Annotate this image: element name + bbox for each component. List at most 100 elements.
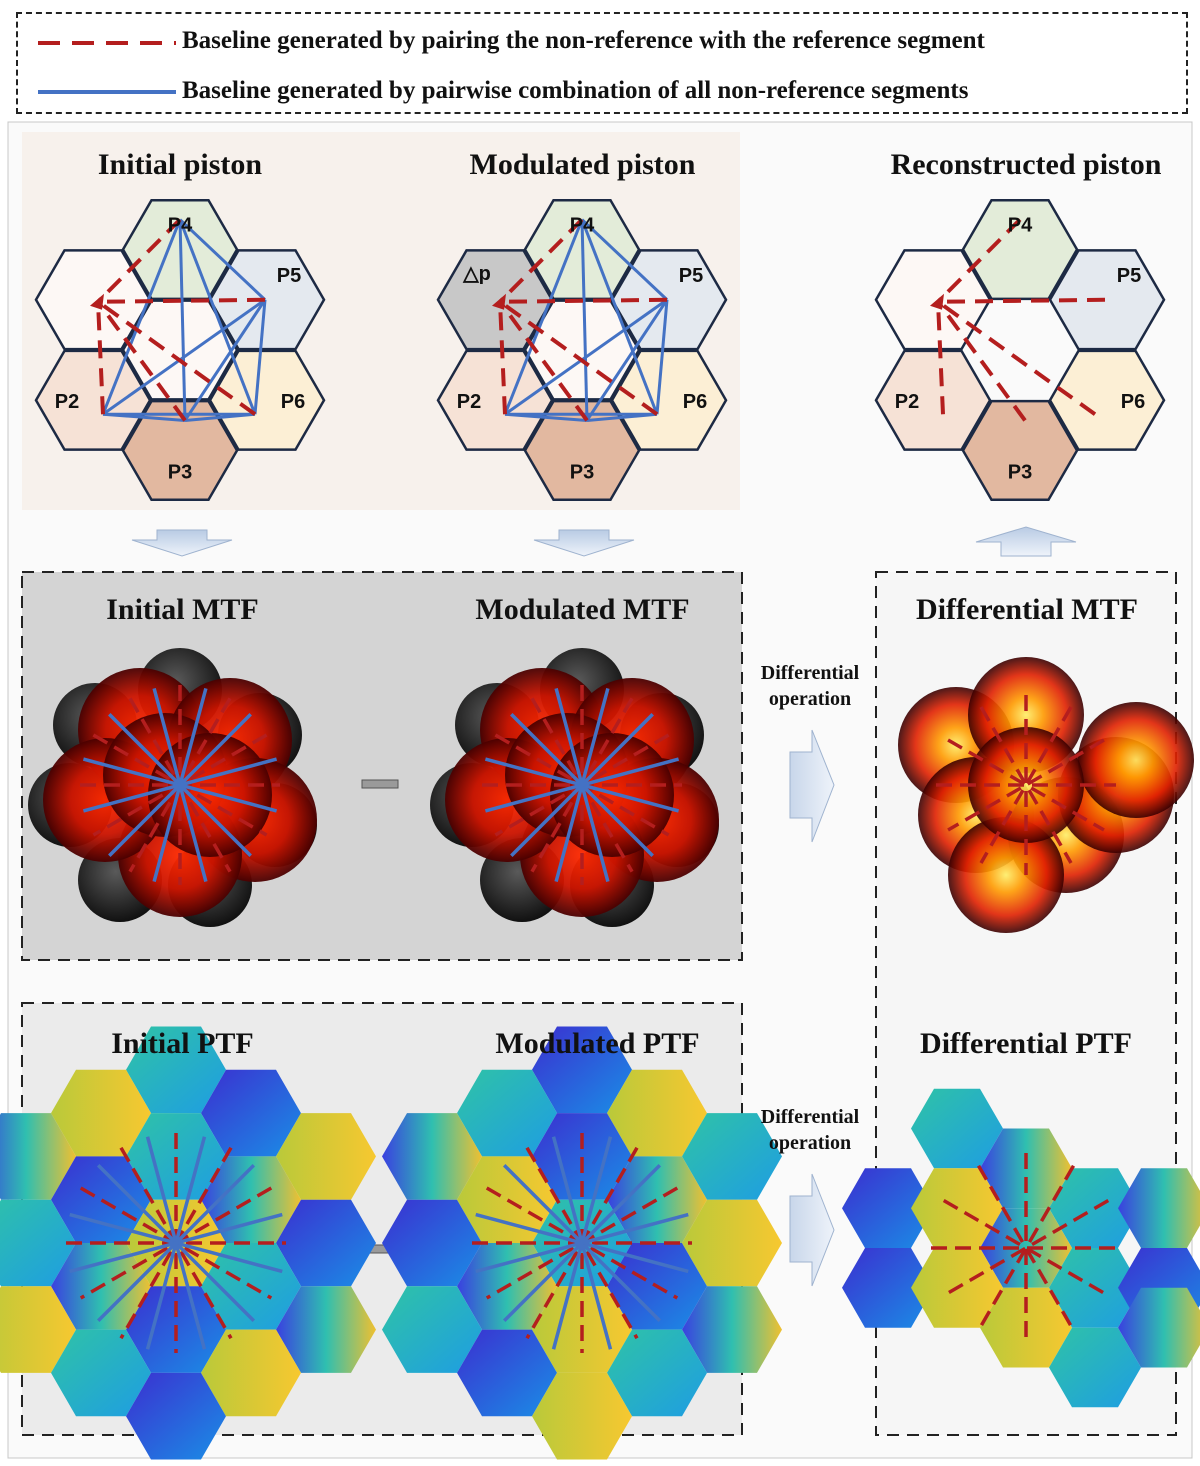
segment-p6-hex [208, 349, 326, 451]
ptf-segment-hex [607, 1156, 707, 1243]
segment-label-p3: P3 [168, 461, 192, 483]
ptf-segment-hex [276, 1286, 376, 1373]
dashed-baseline [976, 1164, 1076, 1332]
operation-line2: operation [768, 1132, 852, 1154]
solid-baseline [655, 299, 669, 415]
dashed-baseline [936, 300, 1027, 422]
segment-p3-hex [121, 399, 239, 502]
ptf-segment-hex [607, 1329, 707, 1417]
dashed-baseline [947, 738, 1105, 832]
segment-label-p4: P4 [570, 215, 595, 237]
legend-box [16, 12, 1188, 114]
dashed-baseline [498, 301, 507, 415]
segment-label-p5: P5 [277, 265, 301, 287]
ptf-segment-hex [980, 1208, 1072, 1288]
segment-label-p2: P2 [457, 391, 481, 413]
modulated-mtf-image [430, 648, 719, 927]
ptf-segment-hex [457, 1069, 557, 1157]
segment-label-p3: P3 [570, 461, 594, 483]
ptf-segment-hex [0, 1199, 76, 1287]
dashed-baseline [936, 301, 945, 415]
solid-baseline [102, 412, 186, 422]
solid-baseline [580, 219, 659, 415]
solid-baseline [484, 757, 680, 813]
ptf-segment-hex [382, 1113, 482, 1200]
ptf-segment-hex [382, 1199, 482, 1287]
ptf-segment-hex [51, 1156, 151, 1243]
segment-ref-hex [874, 249, 992, 351]
delta-p-label: △p [462, 263, 491, 285]
dashed-baseline [936, 218, 1022, 304]
ptf-segment-hex [126, 1113, 226, 1200]
minus-sign-icon [361, 779, 399, 789]
ptf-segment-hex [1118, 1287, 1200, 1368]
segment-label-p4: P4 [1008, 215, 1033, 237]
ptf-segment-hex [532, 1113, 632, 1200]
dashed-baseline [942, 1198, 1110, 1298]
solid-baseline [178, 218, 267, 301]
ptf-segment-hex [682, 1286, 782, 1373]
ptf-segment-hex [842, 1168, 934, 1248]
modulated-mtf-title: Modulated MTF [475, 593, 690, 626]
dashed-baseline [498, 300, 589, 422]
dashed-baseline [96, 300, 257, 416]
arrowhead-icon [90, 293, 104, 310]
modulated-piston-diagram: P4 P5 P6 P3 P2 △p [436, 198, 728, 502]
dashed-baseline [498, 300, 659, 416]
solid-baseline [183, 298, 267, 422]
ptf-segment-hex [201, 1156, 301, 1243]
solid-baseline [253, 299, 267, 415]
operation-line2: operation [768, 688, 852, 710]
ptf-segment-hex [51, 1329, 151, 1417]
differential-operation-label: Differential operation [750, 1104, 870, 1156]
solid-baseline [102, 298, 266, 416]
solid-baseline [475, 1212, 689, 1274]
dashed-baseline [96, 218, 182, 304]
down-arrow-icon [533, 529, 635, 557]
initial-mtf-title: Initial MTF [106, 593, 259, 626]
piston-diagrams: P4 P5 P6 P3 P2 P4 P5 P6 P3 P2 △p P4 P5 P6 P3 P2 [34, 198, 1166, 502]
dashed-baseline [942, 1198, 1110, 1298]
solid-baseline [503, 218, 584, 415]
modulated-ptf-image [382, 1026, 782, 1460]
segment-label-p6: P6 [683, 391, 707, 413]
modulated-piston-title: Modulated piston [469, 148, 696, 181]
arrowhead-icon [930, 293, 944, 310]
dashed-baseline [936, 300, 1097, 416]
reconstructed-piston-title: Reconstructed piston [890, 148, 1162, 181]
ptf-segment-hex [0, 1286, 76, 1373]
differential-ptf-image [842, 1088, 1200, 1408]
solid-baseline [580, 218, 669, 301]
initial-mtf-image [28, 648, 317, 927]
dashed-baseline [498, 218, 584, 304]
ptf-segment-hex [682, 1199, 782, 1287]
segment-p3-hex [961, 399, 1079, 502]
reconstructed-piston-diagram: P4 P5 P6 P3 P2 [874, 198, 1166, 502]
segment-label-p5: P5 [679, 265, 703, 287]
solid-baseline [82, 757, 278, 813]
ptf-segment-hex [1118, 1168, 1200, 1248]
segment-ref-hex [436, 249, 554, 351]
segment-label-p2: P2 [55, 391, 79, 413]
down-arrow-icon [131, 529, 233, 557]
solid-baseline [580, 219, 589, 421]
ptf-segment-hex [532, 1026, 632, 1114]
initial-piston-diagram: P4 P5 P6 P3 P2 [34, 198, 326, 502]
operation-line1: Differential [760, 1106, 860, 1128]
ptf-segment-hex [276, 1113, 376, 1200]
solid-baseline [178, 219, 187, 421]
ptf-segment-hex [126, 1372, 226, 1460]
initial-ptf-image [0, 1026, 376, 1460]
dashed-baseline [979, 706, 1073, 864]
right-arrow-icon [789, 1173, 835, 1287]
ptf-segment-hex [842, 1248, 934, 1328]
legend-solid-label: Baseline generated by pairwise combinati… [182, 77, 969, 104]
segment-label-p4: P4 [168, 215, 193, 237]
ptf-segment-hex [607, 1069, 707, 1157]
segment-p5-hex [1048, 249, 1166, 351]
differential-mtf-image [898, 657, 1194, 933]
arrowhead-icon [492, 293, 506, 310]
segment-p3-hex [523, 399, 641, 502]
operation-line1: Differential [760, 662, 860, 684]
